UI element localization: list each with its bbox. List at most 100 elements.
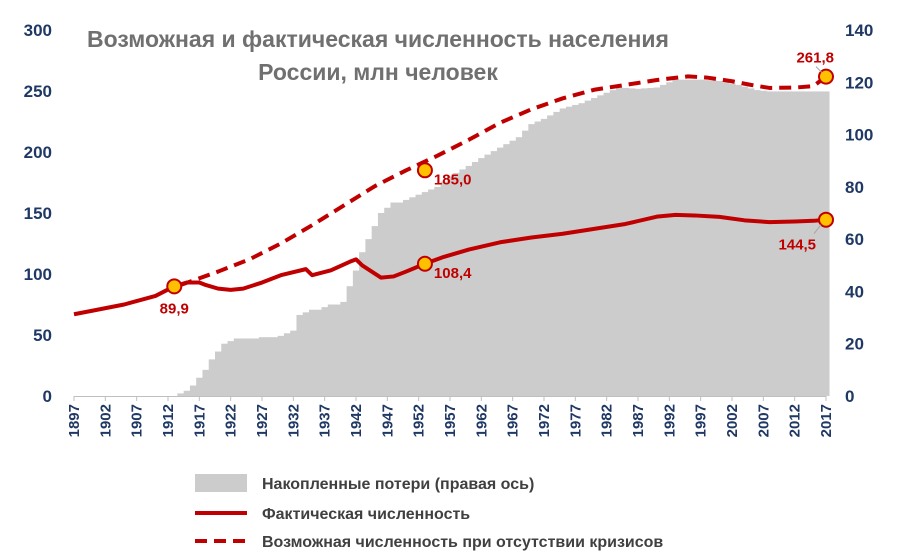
losses-bar bbox=[340, 301, 347, 396]
losses-bar bbox=[421, 192, 429, 396]
losses-bar bbox=[258, 337, 266, 396]
losses-bar bbox=[409, 197, 416, 396]
losses-bar bbox=[321, 307, 329, 396]
losses-bar bbox=[189, 385, 197, 396]
x-tick-label: 1902 bbox=[97, 404, 114, 437]
losses-bar bbox=[265, 337, 272, 396]
x-tick-label: 1942 bbox=[348, 404, 365, 437]
y-right-tick-label: 140 bbox=[845, 21, 873, 40]
x-tick-label: 1992 bbox=[661, 404, 678, 437]
losses-bar bbox=[728, 83, 736, 396]
losses-bar bbox=[804, 91, 811, 396]
losses-bar bbox=[202, 369, 210, 396]
losses-bar bbox=[453, 172, 460, 396]
y-right-tick-label: 120 bbox=[845, 73, 873, 92]
y-right-tick-label: 100 bbox=[845, 126, 873, 145]
losses-bar bbox=[440, 181, 448, 396]
losses-bar bbox=[252, 338, 260, 396]
losses-bar bbox=[471, 162, 479, 396]
losses-bar bbox=[634, 88, 642, 396]
losses-bar bbox=[616, 87, 623, 396]
losses-bar bbox=[221, 343, 228, 396]
x-tick-label: 2002 bbox=[724, 404, 741, 437]
losses-bar bbox=[465, 165, 473, 396]
x-tick-label: 1962 bbox=[473, 404, 490, 437]
legend-swatch-losses bbox=[195, 474, 247, 492]
losses-bar bbox=[735, 84, 742, 397]
losses-bar bbox=[540, 118, 548, 396]
losses-bar bbox=[810, 91, 817, 396]
x-tick-label: 1907 bbox=[129, 404, 146, 437]
losses-bar bbox=[497, 147, 504, 396]
losses-bar bbox=[653, 87, 661, 396]
x-tick-label: 1922 bbox=[223, 404, 240, 437]
losses-bar bbox=[753, 90, 761, 396]
losses-bar bbox=[208, 359, 216, 396]
losses-bar bbox=[277, 335, 285, 396]
y-left-tick-label: 250 bbox=[24, 82, 52, 101]
losses-bar bbox=[534, 121, 542, 396]
losses-bar bbox=[283, 333, 291, 396]
y-right-tick-label: 0 bbox=[845, 387, 854, 406]
losses-bar bbox=[352, 270, 360, 396]
losses-bar bbox=[183, 390, 191, 396]
losses-bar bbox=[365, 239, 373, 396]
x-tick-label: 1982 bbox=[599, 404, 616, 437]
losses-bar bbox=[697, 79, 705, 397]
losses-bar bbox=[403, 199, 410, 396]
data-point-marker bbox=[166, 278, 183, 295]
x-tick-label: 1987 bbox=[630, 404, 647, 437]
data-label: 108,4 bbox=[434, 265, 472, 282]
y-left-tick-label: 0 bbox=[43, 387, 52, 406]
y-right-tick-label: 60 bbox=[845, 230, 864, 249]
losses-bar bbox=[760, 90, 767, 396]
losses-bar bbox=[622, 87, 629, 396]
losses-bar bbox=[196, 377, 203, 396]
x-tick-label: 1927 bbox=[254, 404, 271, 437]
losses-bar bbox=[528, 124, 535, 397]
losses-bar bbox=[685, 79, 692, 397]
data-label-leader bbox=[813, 224, 822, 235]
x-tick-label: 1897 bbox=[66, 404, 83, 437]
data-point-marker bbox=[818, 211, 834, 228]
x-tick-label: 1917 bbox=[191, 404, 208, 437]
losses-bar bbox=[628, 88, 636, 396]
losses-bar bbox=[647, 87, 655, 396]
losses-bar bbox=[377, 213, 385, 396]
losses-bar bbox=[490, 151, 498, 396]
x-tick-label: 1952 bbox=[411, 404, 428, 437]
marker-layer: 89,9 185,0 108,4 261,8 144,5 bbox=[160, 50, 834, 317]
losses-bar bbox=[428, 189, 435, 396]
losses-bar bbox=[327, 304, 335, 396]
data-label: 185,0 bbox=[434, 171, 472, 188]
losses-bar bbox=[384, 207, 391, 396]
x-tick-label: 2012 bbox=[787, 404, 804, 437]
legend-label-losses: Накопленные потери (правая ось) bbox=[262, 476, 534, 493]
losses-bar bbox=[741, 86, 749, 396]
losses-bar bbox=[484, 154, 492, 396]
losses-bar bbox=[522, 130, 529, 396]
losses-bar bbox=[359, 252, 366, 396]
losses-bar bbox=[816, 91, 824, 396]
line-series-layer bbox=[73, 74, 828, 317]
losses-bar bbox=[597, 95, 604, 397]
losses-bar bbox=[584, 100, 592, 396]
losses-bar bbox=[296, 314, 304, 396]
data-point-marker bbox=[818, 68, 834, 85]
losses-bar bbox=[565, 106, 573, 396]
losses-bar bbox=[459, 169, 467, 396]
losses-bar bbox=[390, 202, 398, 396]
series-line-actual bbox=[73, 212, 827, 317]
losses-bar bbox=[678, 79, 686, 397]
losses-bar bbox=[553, 111, 561, 396]
x-tick-label: 1932 bbox=[285, 404, 302, 437]
data-point-marker bbox=[416, 255, 433, 272]
losses-bar bbox=[659, 84, 667, 397]
losses-bar bbox=[710, 80, 717, 396]
legend-label-possible: Возможная численность при отсутствии кри… bbox=[262, 534, 663, 551]
data-label: 261,8 bbox=[796, 50, 834, 67]
losses-bar bbox=[691, 79, 698, 397]
y-right-tick-label: 40 bbox=[845, 282, 864, 301]
y-left-tick-label: 50 bbox=[33, 326, 52, 345]
losses-bar bbox=[547, 115, 554, 397]
